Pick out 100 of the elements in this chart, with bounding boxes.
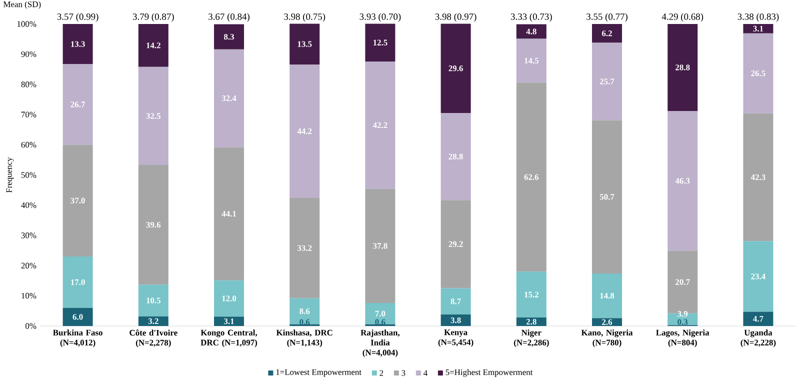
data-label: 4.7 — [753, 316, 764, 322]
data-label: 46.3 — [675, 178, 690, 184]
bar — [138, 66, 168, 166]
bar — [365, 188, 396, 304]
data-label: 7.0 — [375, 310, 386, 316]
text: Mean (SD) — [3, 1, 41, 9]
data-label: 17.0 — [71, 279, 85, 286]
bar — [138, 284, 168, 316]
bar — [516, 24, 546, 39]
bar — [62, 144, 93, 257]
bar — [365, 303, 396, 324]
annotation: 4.29 (0.68) — [662, 13, 704, 22]
annotation: 3.98 (0.75) — [284, 13, 326, 22]
data-label: 32.5 — [146, 113, 160, 119]
bar — [214, 49, 244, 148]
data-label: 62.6 — [524, 174, 539, 180]
data-label: 12.0 — [222, 296, 236, 302]
bar — [214, 280, 244, 317]
data-label: 29.2 — [448, 241, 463, 248]
data-label: 28.8 — [448, 154, 463, 160]
x-tick-label: Niger (N=2,286) — [514, 330, 549, 348]
data-label: 3.1 — [224, 318, 234, 324]
bar — [290, 298, 320, 324]
bar — [214, 24, 244, 50]
bar — [290, 64, 320, 198]
data-label: 8.6 — [300, 308, 310, 314]
data-label: 14.5 — [524, 58, 539, 64]
y-tick-label: 80% — [21, 82, 36, 88]
bar — [743, 113, 774, 242]
x-tick-label: Rajasthan, India (N=4,004) — [360, 330, 400, 358]
data-label: 23.4 — [751, 274, 766, 280]
y-tick-label: 90% — [21, 51, 36, 58]
bar — [592, 318, 622, 326]
bar — [668, 24, 698, 111]
y-tick-label: 100% — [17, 21, 36, 27]
data-label: 14.2 — [146, 42, 160, 48]
bar — [138, 316, 168, 326]
bar — [214, 147, 244, 280]
y-tick-label: 60% — [21, 142, 36, 148]
data-label: 44.1 — [222, 210, 236, 217]
data-label: 6.2 — [602, 30, 612, 36]
data-label: 42.2 — [372, 122, 388, 128]
data-label: 3.1 — [753, 26, 764, 32]
bar — [290, 24, 320, 64]
data-label: 39.6 — [146, 222, 161, 228]
bar — [440, 200, 471, 288]
annotation: 3.98 (0.97) — [435, 13, 476, 22]
data-label: 42.3 — [750, 174, 766, 180]
bar — [440, 314, 471, 326]
data-label: 3.9 — [678, 311, 688, 317]
bar — [365, 61, 396, 189]
bar — [743, 24, 774, 34]
annotation: 3.33 (0.73) — [510, 13, 552, 22]
bar — [62, 64, 93, 145]
bar — [365, 24, 396, 62]
data-label: 0.3 — [678, 319, 688, 325]
data-label: 25.7 — [600, 78, 614, 84]
x-tick-label: Kano, Nigeria (N=780) — [581, 330, 633, 348]
data-label: 29.6 — [448, 66, 463, 72]
data-label: 26.7 — [70, 102, 86, 108]
bar — [138, 24, 168, 67]
x-tick-label: Lagos, Nigeria (N=804) — [656, 330, 710, 348]
data-label: 50.7 — [600, 194, 614, 200]
y-tick-label: 30% — [21, 232, 36, 238]
y-tick-label: 70% — [22, 112, 36, 118]
data-label: 8.3 — [224, 34, 234, 40]
bar — [516, 318, 546, 326]
data-label: 33.2 — [298, 245, 312, 251]
data-label: 32.4 — [222, 95, 236, 102]
annotation: 3.93 (0.70) — [360, 13, 401, 22]
annotation: 3.79 (0.87) — [132, 13, 174, 22]
bar — [214, 316, 244, 326]
data-label: 37.0 — [70, 198, 85, 204]
data-label: 20.7 — [676, 279, 690, 285]
data-label: 37.8 — [373, 243, 388, 249]
y-tick-label: 20% — [21, 262, 36, 268]
data-label: 15.2 — [524, 292, 538, 298]
bar — [516, 272, 546, 318]
legend-label: 5=Highest Empowerment — [446, 369, 533, 377]
data-label: 2.6 — [602, 319, 612, 325]
data-label: 3.8 — [450, 317, 461, 324]
legend-label: 3 — [402, 370, 406, 376]
legend-label: 1=Lowest Empowerment — [276, 369, 362, 377]
annotation: 3.67 (0.84) — [208, 13, 250, 22]
annotation: 3.57 (0.99) — [57, 13, 98, 22]
bar — [592, 273, 622, 318]
bar — [743, 312, 774, 326]
bar — [592, 120, 622, 274]
legend-label: 2 — [380, 370, 384, 376]
bar — [516, 38, 546, 83]
y-tick-label: 50% — [21, 172, 36, 178]
bar — [290, 198, 320, 298]
bar — [62, 256, 93, 308]
data-label: 26.5 — [751, 70, 766, 76]
bar — [592, 24, 622, 43]
bar — [668, 110, 698, 251]
bar — [138, 165, 168, 285]
y-tick-label: 40% — [21, 202, 36, 208]
x-tick-label: Uganda (N=2,228) — [740, 330, 776, 348]
x-tick-label: Kenya (N=5,454) — [438, 330, 474, 347]
